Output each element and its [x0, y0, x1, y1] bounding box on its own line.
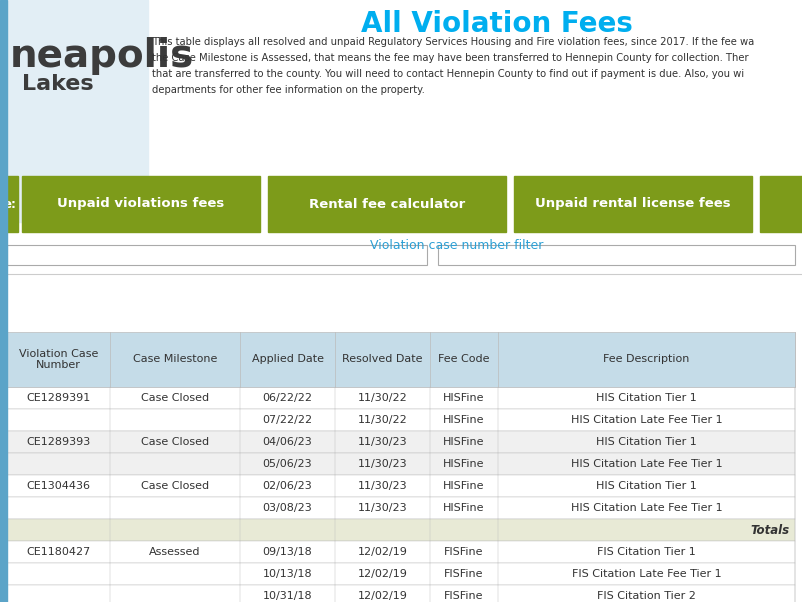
Text: Case Closed: Case Closed [141, 437, 209, 447]
Text: FIS Citation Tier 1: FIS Citation Tier 1 [597, 547, 696, 557]
Text: Case Closed: Case Closed [141, 481, 209, 491]
Text: 07/22/22: 07/22/22 [262, 415, 313, 425]
Text: the Case Milestone is Assessed, that means the fee may have been transferred to : the Case Milestone is Assessed, that mea… [152, 53, 748, 63]
Bar [7, 409, 795, 431]
Text: 03/08/23: 03/08/23 [262, 503, 312, 513]
Bar [7, 563, 795, 585]
Bar [0, 0, 7, 602]
Text: 12/02/19: 12/02/19 [358, 591, 407, 601]
Text: HISFine: HISFine [444, 503, 484, 513]
Text: 10/31/18: 10/31/18 [263, 591, 312, 601]
Bar [7, 475, 795, 497]
Bar [7, 519, 795, 541]
Text: e:: e: [4, 197, 17, 211]
Text: 06/22/22: 06/22/22 [262, 393, 313, 403]
Text: Unpaid violations fees: Unpaid violations fees [58, 197, 225, 211]
Bar [268, 176, 506, 232]
Text: FISFine: FISFine [444, 547, 484, 557]
Text: CE1289393: CE1289393 [26, 437, 91, 447]
Text: HIS Citation Late Fee Tier 1: HIS Citation Late Fee Tier 1 [571, 459, 723, 469]
Bar [0, 176, 18, 232]
Text: 05/06/23: 05/06/23 [263, 459, 312, 469]
Text: FIS Citation Late Fee Tier 1: FIS Citation Late Fee Tier 1 [572, 569, 721, 579]
Text: HIS Citation Tier 1: HIS Citation Tier 1 [596, 393, 697, 403]
Text: All Violation Fees: All Violation Fees [362, 10, 633, 38]
Text: 12/02/19: 12/02/19 [358, 569, 407, 579]
Bar [7, 332, 795, 387]
Text: This table displays all resolved and unpaid Regulatory Services Housing and Fire: This table displays all resolved and unp… [152, 37, 754, 47]
Bar [7, 541, 795, 563]
Text: CE1304436: CE1304436 [26, 481, 91, 491]
Text: 04/06/23: 04/06/23 [262, 437, 312, 447]
Text: that are transferred to the county. You will need to contact Hennepin County to : that are transferred to the county. You … [152, 69, 744, 79]
Bar [7, 497, 795, 519]
Bar [22, 176, 260, 232]
Bar [7, 453, 795, 475]
Text: 02/06/23: 02/06/23 [262, 481, 312, 491]
Text: HISFine: HISFine [444, 437, 484, 447]
Text: 11/30/23: 11/30/23 [358, 481, 407, 491]
Text: departments for other fee information on the property.: departments for other fee information on… [152, 85, 425, 95]
Bar [7, 431, 795, 453]
Text: Unpaid rental license fees: Unpaid rental license fees [535, 197, 731, 211]
Text: 10/13/18: 10/13/18 [263, 569, 312, 579]
Bar [438, 245, 795, 265]
Text: CE1180427: CE1180427 [26, 547, 91, 557]
Bar [7, 387, 795, 409]
Text: Case Closed: Case Closed [141, 393, 209, 403]
Bar [0, 232, 802, 272]
Text: Rental fee calculator: Rental fee calculator [309, 197, 465, 211]
Text: Violation Case
Number: Violation Case Number [18, 349, 98, 370]
Text: FIS Citation Tier 2: FIS Citation Tier 2 [597, 591, 696, 601]
Text: HIS Citation Tier 1: HIS Citation Tier 1 [596, 437, 697, 447]
Text: 11/30/23: 11/30/23 [358, 459, 407, 469]
Text: Fee Description: Fee Description [603, 355, 690, 364]
Bar [7, 245, 427, 265]
Text: HIS Citation Late Fee Tier 1: HIS Citation Late Fee Tier 1 [571, 503, 723, 513]
Text: Violation case number filter: Violation case number filter [371, 239, 544, 252]
Text: HIS Citation Late Fee Tier 1: HIS Citation Late Fee Tier 1 [571, 415, 723, 425]
Bar [760, 176, 802, 232]
Text: 11/30/23: 11/30/23 [358, 437, 407, 447]
Text: 11/30/22: 11/30/22 [358, 415, 407, 425]
Text: HISFine: HISFine [444, 415, 484, 425]
Text: Fee Code: Fee Code [438, 355, 490, 364]
Text: neapolis: neapolis [10, 37, 194, 75]
Text: FISFine: FISFine [444, 591, 484, 601]
Text: Assessed: Assessed [149, 547, 200, 557]
Bar [7, 585, 795, 602]
Text: Resolved Date: Resolved Date [342, 355, 423, 364]
Text: 12/02/19: 12/02/19 [358, 547, 407, 557]
Text: HISFine: HISFine [444, 459, 484, 469]
Text: Applied Date: Applied Date [252, 355, 323, 364]
Text: Lakes: Lakes [22, 74, 94, 94]
Text: HIS Citation Tier 1: HIS Citation Tier 1 [596, 481, 697, 491]
Bar [514, 176, 752, 232]
Bar [0, 0, 148, 222]
Text: CE1289391: CE1289391 [26, 393, 91, 403]
Text: 11/30/23: 11/30/23 [358, 503, 407, 513]
Text: HISFine: HISFine [444, 481, 484, 491]
Text: Totals: Totals [751, 524, 790, 536]
Text: FISFine: FISFine [444, 569, 484, 579]
Text: HISFine: HISFine [444, 393, 484, 403]
Text: 09/13/18: 09/13/18 [262, 547, 312, 557]
Text: Case Milestone: Case Milestone [133, 355, 217, 364]
Text: 11/30/22: 11/30/22 [358, 393, 407, 403]
